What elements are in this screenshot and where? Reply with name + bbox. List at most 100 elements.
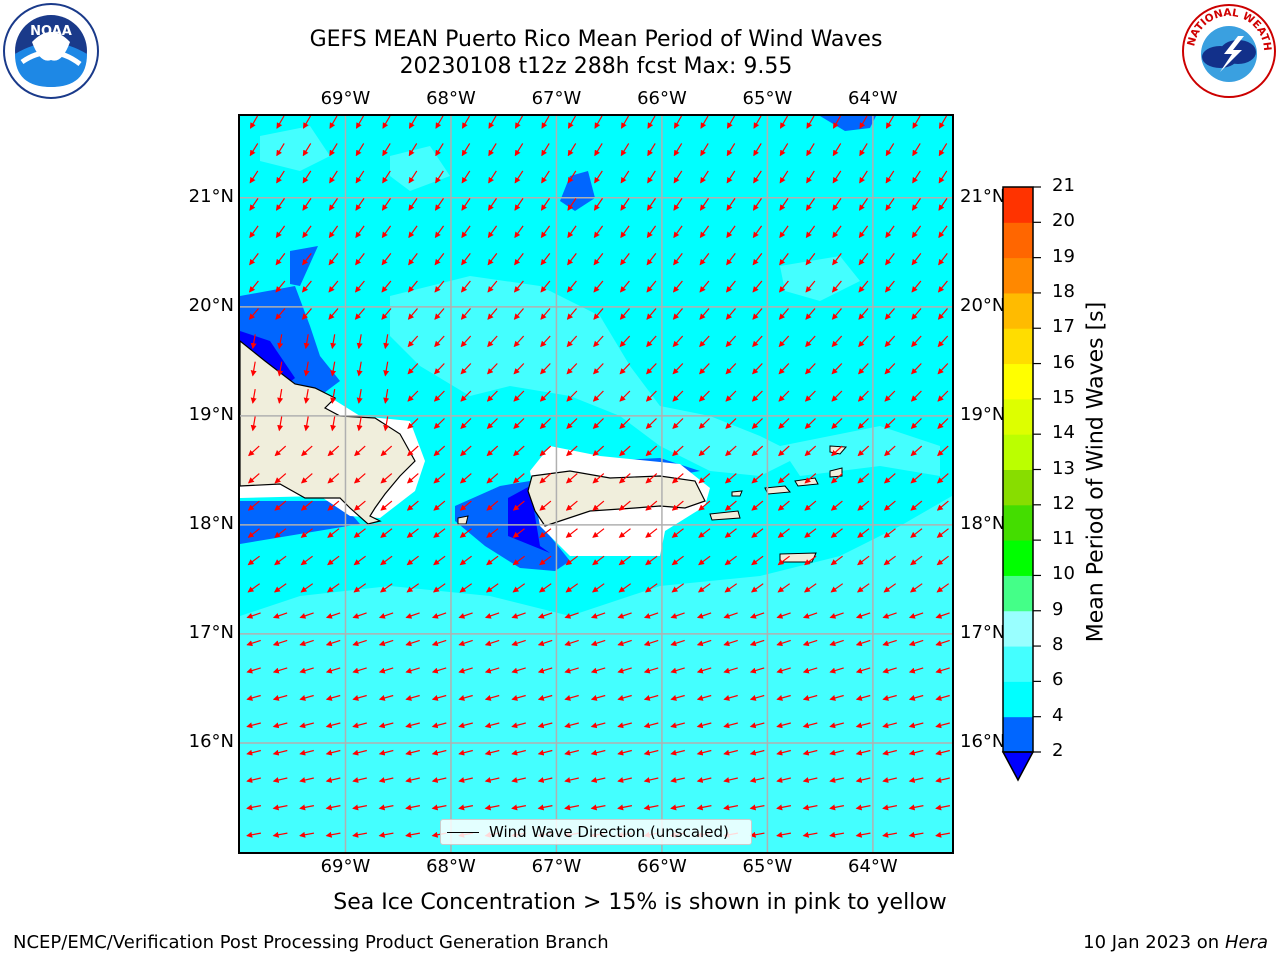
land-virgin-gorda (829, 467, 843, 478)
wave-direction-arrow (566, 445, 578, 457)
wave-direction-arrow (460, 363, 472, 375)
longitude-label-top: 67°W (531, 88, 582, 109)
wave-direction-arrow (779, 116, 789, 129)
wave-direction-arrow (883, 473, 896, 484)
wave-direction-arrow (383, 416, 390, 432)
wave-direction-arrow (778, 445, 790, 457)
wave-direction-arrow (327, 528, 340, 538)
wave-direction-arrow (566, 390, 578, 402)
wave-direction-arrow (749, 804, 765, 811)
wave-direction-arrow (643, 612, 659, 619)
wave-direction-arrow (859, 170, 868, 184)
wave-direction-arrow (779, 253, 789, 266)
wave-direction-arrow (646, 225, 657, 239)
wave-direction-arrow (303, 361, 310, 377)
wave-direction-arrow (433, 473, 446, 484)
wave-direction-arrow (540, 308, 551, 320)
wave-direction-arrow (699, 335, 710, 348)
wave-direction-arrow (935, 612, 950, 619)
wave-direction-arrow (855, 831, 871, 838)
wave-direction-arrow (276, 116, 285, 129)
wave-direction-arrow (832, 225, 842, 239)
wave-direction-arrow (804, 473, 817, 484)
wave-direction-arrow (484, 694, 500, 701)
wave-direction-arrow (408, 225, 418, 239)
wave-direction-arrow (352, 777, 367, 783)
wave-direction-arrow (805, 363, 816, 375)
wave-direction-arrow (274, 528, 287, 538)
wave-direction-arrow (908, 639, 924, 647)
wave-direction-arrow (352, 722, 367, 729)
longitude-label-bottom: 67°W (531, 856, 582, 877)
wave-direction-arrow (458, 777, 473, 783)
wave-direction-arrow (831, 308, 842, 320)
wave-direction-arrow (513, 390, 525, 402)
wave-direction-arrow (513, 335, 525, 348)
wave-direction-arrow (618, 528, 631, 538)
wave-direction-arrow (378, 804, 394, 811)
wave-direction-arrow (909, 583, 923, 593)
longitude-label-bottom: 68°W (426, 856, 476, 877)
wave-direction-arrow (936, 473, 949, 484)
wave-direction-arrow (514, 253, 524, 266)
wave-direction-arrow (328, 253, 339, 266)
wave-direction-arrow (856, 583, 870, 593)
wave-direction-arrow (699, 198, 709, 211)
wave-direction-arrow (620, 198, 630, 211)
wave-direction-arrow (752, 253, 763, 266)
wave-direction-arrow (592, 390, 604, 402)
colorbar-segment (1003, 681, 1033, 718)
wave-direction-arrow (567, 143, 577, 157)
wave-direction-arrow (378, 831, 394, 838)
wave-direction-arrow (431, 749, 447, 756)
wave-direction-arrow (647, 116, 656, 129)
wave-direction-arrow (671, 500, 684, 511)
wave-direction-arrow (803, 583, 817, 593)
wave-direction-arrow (935, 722, 950, 729)
wave-direction-arrow (325, 667, 341, 674)
wave-direction-arrow (277, 334, 284, 350)
wave-direction-arrow (565, 555, 578, 566)
wave-direction-arrow (804, 528, 817, 538)
wave-direction-arrow (431, 694, 447, 701)
wave-direction-arrow (511, 777, 526, 783)
wave-direction-arrow (593, 253, 604, 266)
wave-direction-arrow (855, 639, 871, 647)
wave-direction-arrow (592, 445, 605, 457)
wave-direction-arrow (805, 335, 816, 348)
wave-direction-arrow (858, 335, 869, 348)
wave-direction-arrow (461, 198, 471, 211)
wave-direction-arrow (460, 390, 472, 402)
wave-direction-arrow (643, 777, 659, 783)
wave-direction-arrow (539, 528, 552, 538)
wave-direction-arrow (486, 500, 499, 511)
wave-direction-arrow (885, 116, 895, 129)
wave-direction-arrow (352, 804, 368, 811)
wave-direction-arrow (802, 694, 818, 701)
wave-direction-arrow (802, 749, 818, 756)
wave-direction-arrow (565, 583, 579, 593)
wave-direction-arrow (804, 445, 817, 457)
wave-direction-arrow (460, 335, 472, 348)
wave-direction-arrow (646, 198, 656, 211)
wave-direction-arrow (910, 390, 922, 402)
wave-direction-arrow (646, 335, 657, 348)
wave-direction-arrow (247, 473, 260, 484)
wave-direction-arrow (325, 831, 341, 838)
wave-direction-arrow (643, 639, 659, 647)
wave-direction-arrow (353, 583, 367, 593)
wave-direction-arrow (882, 777, 897, 783)
wave-direction-arrow (378, 722, 394, 729)
wave-direction-arrow (302, 143, 312, 157)
wave-direction-arrow (884, 418, 896, 429)
latitude-label-right: 21°N (960, 185, 1006, 207)
wave-direction-arrow (725, 445, 737, 457)
wave-direction-arrow (936, 500, 949, 511)
latitude-label-left: 21°N (188, 185, 234, 207)
wave-direction-arrow (249, 116, 259, 129)
wave-direction-arrow (511, 804, 527, 811)
wave-direction-arrow (911, 308, 922, 320)
colorbar-tick-label: 10 (1052, 563, 1075, 585)
wave-direction-arrow (749, 694, 765, 701)
wave-direction-arrow (724, 473, 737, 484)
